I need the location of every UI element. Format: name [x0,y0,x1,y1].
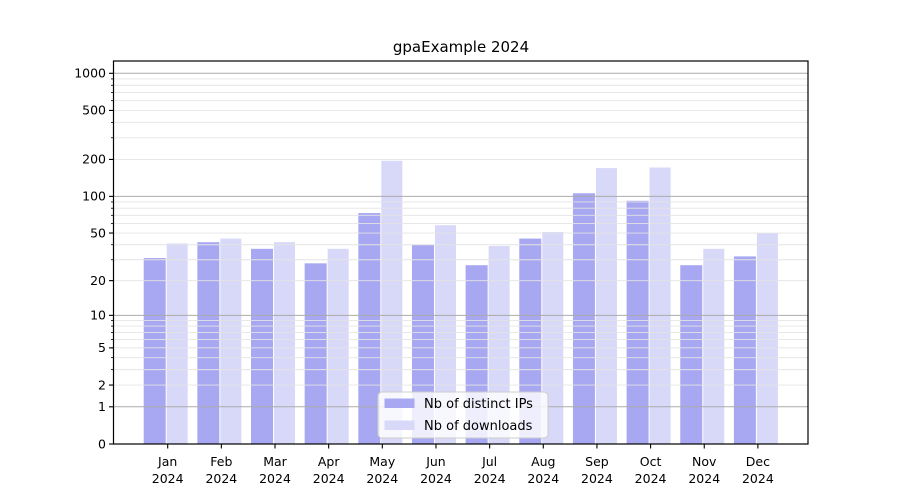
x-tick-label-month: Dec [746,454,770,469]
x-tick-label-month: Sep [585,454,609,469]
x-tick-label-year: 2024 [474,471,506,486]
x-tick-label-month: May [369,454,395,469]
x-tick-label-year: 2024 [259,471,291,486]
x-tick-label-month: Oct [640,454,662,469]
x-tick-label-year: 2024 [313,471,345,486]
x-tick-label-month: Jun [425,454,446,469]
y-tick-label: 50 [90,225,106,240]
bar-jan-downloads [166,243,188,444]
x-tick-label-month: Apr [318,454,340,469]
legend: Nb of distinct IPs Nb of downloads [377,391,549,439]
y-tick-label: 200 [82,152,106,167]
y-tick-label: 1000 [74,66,106,81]
bar-sep-distinct-ips [572,193,595,444]
bar-jun-downloads [434,225,456,444]
y-tick-label: 100 [82,189,106,204]
x-tick-label-month: Mar [263,454,287,469]
legend-label-distinct-ips: Nb of distinct IPs [424,397,533,412]
x-tick-label-year: 2024 [527,471,559,486]
bar-oct-distinct-ips [626,200,649,444]
y-tick-label: 10 [90,308,106,323]
axes-layer [109,60,809,449]
chart-title: gpaExample 2024 [393,38,529,56]
x-tick-label-month: Nov [692,454,717,469]
x-tick-label-year: 2024 [742,471,774,486]
x-tick-label-month: Feb [210,454,232,469]
x-tick-label-year: 2024 [366,471,398,486]
x-tick-label-year: 2024 [152,471,184,486]
legend-box [377,391,549,439]
x-tick-label-year: 2024 [205,471,237,486]
bar-mar-distinct-ips [251,248,274,444]
bar-feb-downloads [220,238,242,444]
legend-swatch-downloads-icon [384,420,415,430]
bar-apr-downloads [327,248,349,444]
x-tick-label-month: Jan [157,454,177,469]
x-tick-label-month: Jul [481,454,497,469]
y-tick-label: 5 [98,340,106,355]
y-tick-label: 1 [98,399,106,414]
y-tick-label: 500 [82,103,106,118]
plot-border [112,60,809,445]
bar-dec-distinct-ips [733,256,756,444]
bar-nov-downloads [703,248,725,444]
bar-may-distinct-ips [358,213,381,444]
bar-nov-distinct-ips [680,265,703,444]
bar-sep-downloads [595,168,617,445]
tick-labels-layer: 0 1 2 5 10 20 50 100 200 500 1000 Jan 2024 Feb 2024 Mar… [74,66,774,486]
y-tick-label: 2 [98,377,106,392]
bar-apr-distinct-ips [304,263,327,444]
bar-oct-downloads [649,167,671,445]
bar-dec-downloads [756,233,778,444]
x-tick-label-year: 2024 [688,471,720,486]
grid-layer [113,72,808,408]
bar-may-downloads [381,160,403,445]
x-tick-label-year: 2024 [635,471,667,486]
bar-mar-downloads [274,242,296,444]
y-tick-label: 0 [98,436,106,451]
x-tick-label-year: 2024 [420,471,452,486]
bar-feb-distinct-ips [197,242,220,444]
x-tick-label-year: 2024 [581,471,613,486]
x-tick-label-month: Aug [531,454,555,469]
bar-aug-downloads [542,231,564,444]
legend-swatch-distinct-ips-icon [384,398,415,408]
bar-jan-distinct-ips [143,258,166,444]
y-tick-label: 20 [90,273,106,288]
legend-label-downloads: Nb of downloads [424,419,533,434]
